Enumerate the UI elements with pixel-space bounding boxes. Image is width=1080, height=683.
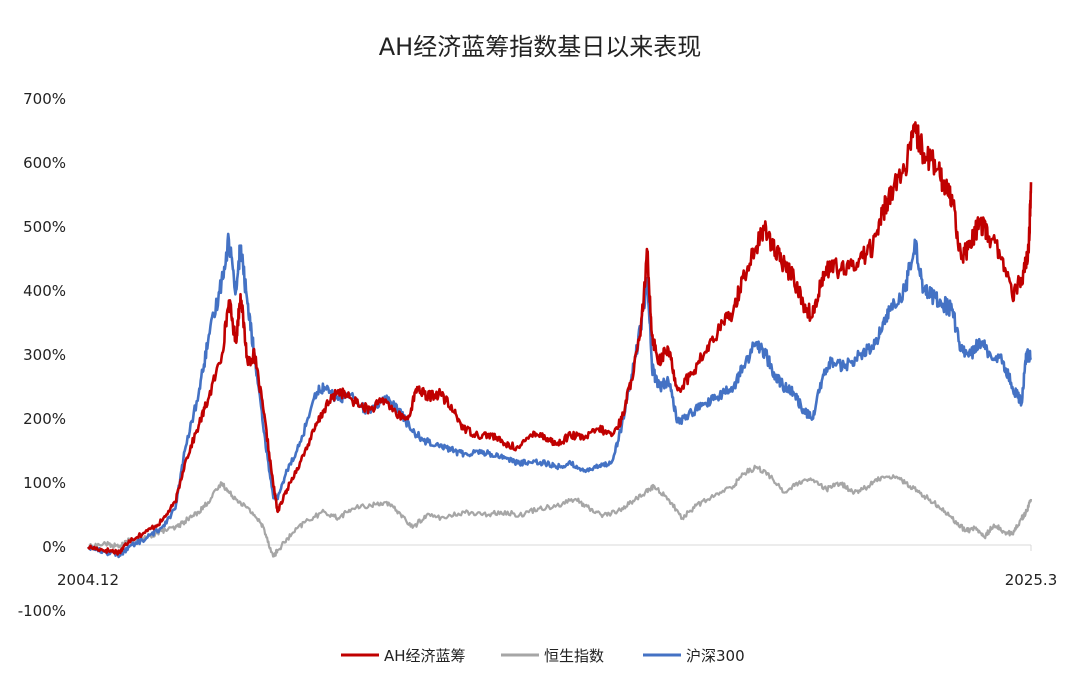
y-tick-label: 100%	[23, 474, 66, 492]
legend-label-ah: AH经济蓝筹	[384, 647, 466, 665]
legend-item-csi300[interactable]: 沪深300	[643, 647, 745, 665]
chart-title: AH经济蓝筹指数基日以来表现	[379, 33, 701, 61]
y-axis-labels: -100% 0% 100% 200% 300% 400% 500% 600% 700%	[18, 90, 66, 620]
series-lines	[87, 121, 1033, 559]
legend-label-csi300: 沪深300	[686, 647, 745, 665]
y-tick-label: -100%	[18, 602, 66, 620]
legend-item-ah[interactable]: AH经济蓝筹	[341, 647, 466, 665]
y-tick-label: 700%	[23, 90, 66, 108]
series-line-ah	[87, 121, 1033, 556]
y-tick-label: 600%	[23, 154, 66, 172]
y-tick-label: 500%	[23, 218, 66, 236]
y-tick-label: 0%	[42, 538, 66, 556]
x-tick-label-start: 2004.12	[57, 571, 119, 589]
y-tick-label: 200%	[23, 410, 66, 428]
y-tick-label: 400%	[23, 282, 66, 300]
x-tick-label-end: 2025.3	[1005, 571, 1058, 589]
series-line-hsi	[87, 464, 1033, 558]
y-tick-label: 300%	[23, 346, 66, 364]
series-line-csi300	[87, 232, 1032, 559]
legend-label-hsi: 恒生指数	[544, 647, 604, 665]
legend: AH经济蓝筹 恒生指数 沪深300	[341, 647, 745, 665]
legend-item-hsi[interactable]: 恒生指数	[501, 647, 604, 665]
